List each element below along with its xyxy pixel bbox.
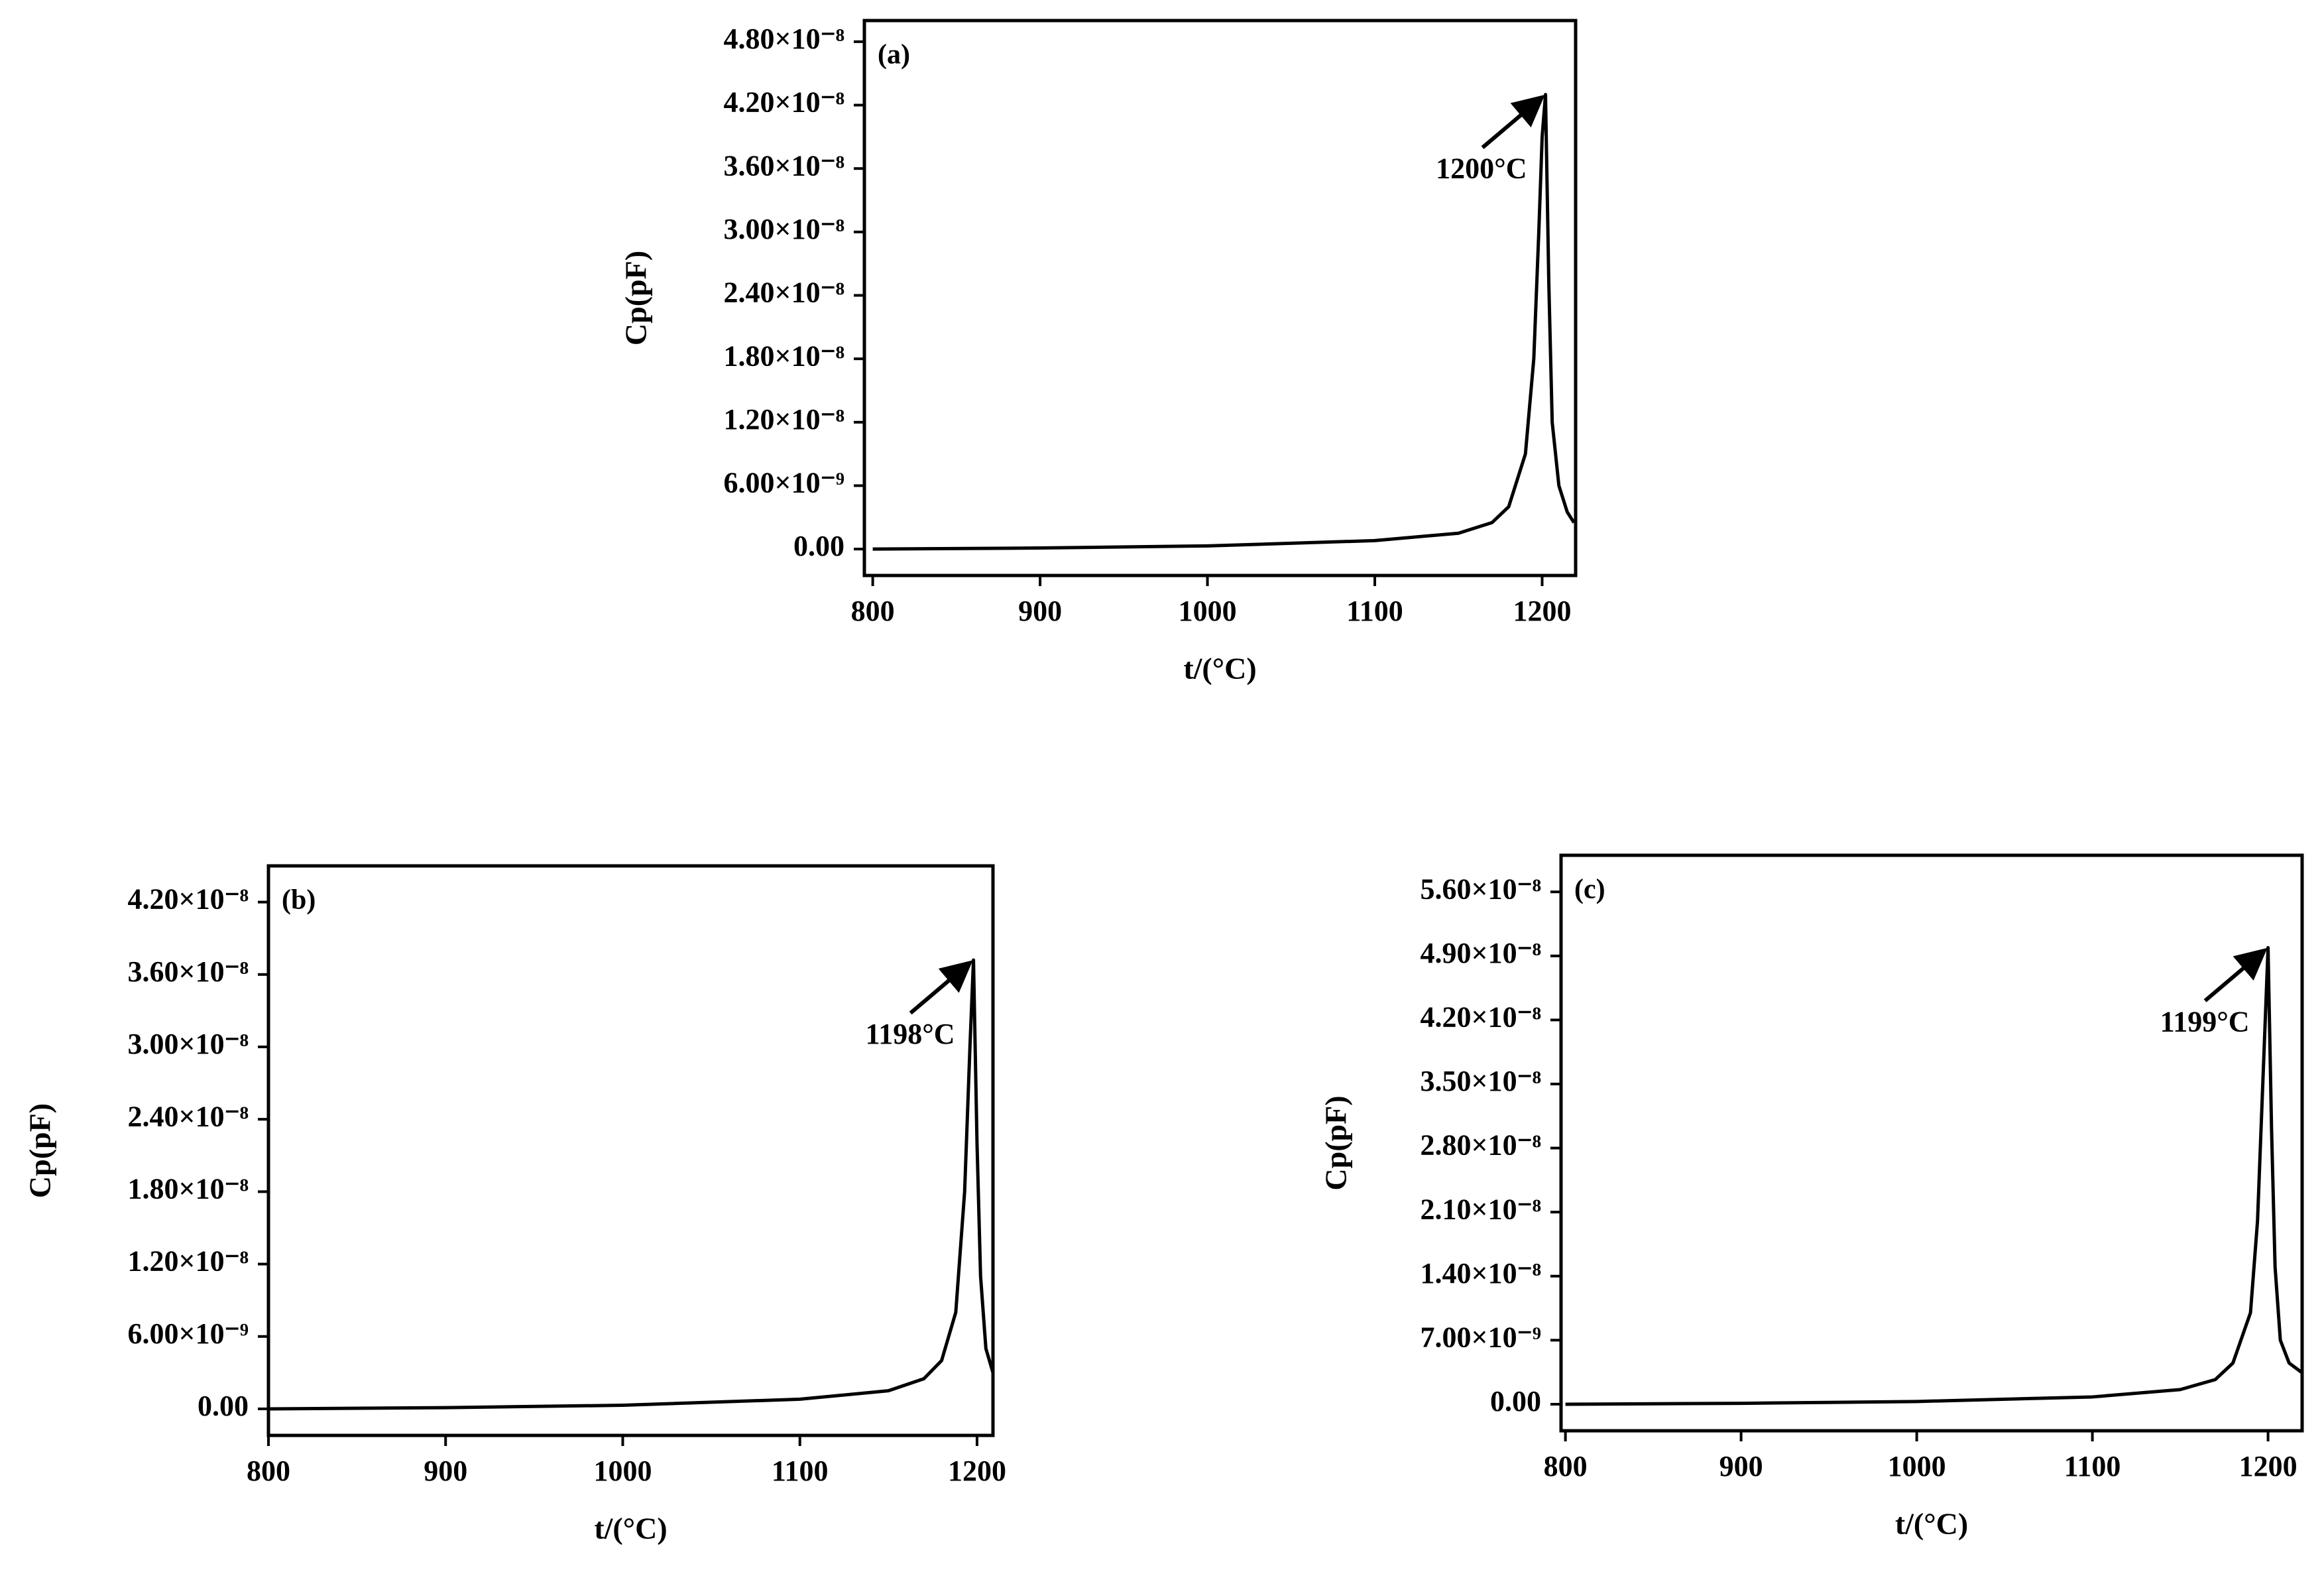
plot-frame [1559, 853, 2304, 1433]
annotation: 1199°C [2160, 1005, 2250, 1038]
y-tick-label: 1.80×10⁻⁸ [724, 339, 845, 372]
x-tick-label: 800 [1544, 1450, 1588, 1482]
y-tick-label: 1.20×10⁻⁸ [128, 1245, 249, 1278]
y-tick-label: 2.40×10⁻⁸ [724, 276, 845, 309]
y-tick-label: 3.60×10⁻⁸ [724, 149, 845, 182]
y-tick-label: 3.60×10⁻⁸ [128, 955, 249, 988]
panel-label: (b) [282, 885, 316, 916]
y-tick-label: 6.00×10⁻⁹ [128, 1317, 249, 1350]
annotation: 1198°C [866, 1018, 955, 1050]
x-tick-label: 1100 [1346, 595, 1403, 627]
x-tick-label: 900 [424, 1455, 467, 1487]
x-tick-label: 1100 [772, 1455, 829, 1487]
data-line [872, 93, 1576, 551]
plot-frame [862, 19, 1578, 577]
y-tick-label: 3.50×10⁻⁸ [1421, 1065, 1542, 1097]
panel-label: (a) [878, 40, 910, 70]
y-tick-label: 4.80×10⁻⁸ [724, 23, 845, 55]
annotation: 1200°C [1436, 152, 1527, 185]
annotation-arrow [1481, 94, 1545, 149]
x-tick-label: 900 [1719, 1450, 1763, 1482]
y-tick-label: 0.00 [1490, 1385, 1541, 1418]
x-tick-label: 1000 [1179, 595, 1237, 627]
y-tick-label: 4.20×10⁻⁸ [128, 883, 249, 916]
x-tick-label: 900 [1018, 595, 1062, 627]
y-tick-label: 6.00×10⁻⁹ [724, 467, 845, 499]
y-tick-label: 3.00×10⁻⁸ [128, 1028, 249, 1060]
y-tick-label: 1.80×10⁻⁸ [128, 1172, 249, 1205]
x-tick-label: 1200 [948, 1455, 1006, 1487]
x-tick-label: 1000 [593, 1455, 652, 1487]
y-tick-label: 3.00×10⁻⁸ [724, 213, 845, 245]
x-axis-title: t/(°C) [594, 1512, 667, 1545]
x-tick-label: 800 [247, 1455, 290, 1487]
data-line [1565, 945, 2303, 1406]
y-tick-label: 7.00×10⁻⁹ [1421, 1321, 1542, 1353]
y-tick-label: 0.00 [198, 1390, 249, 1422]
annotation-arrow [909, 960, 973, 1015]
y-tick-label: 1.20×10⁻⁸ [724, 403, 845, 436]
y-tick-label: 4.20×10⁻⁸ [1421, 1000, 1542, 1033]
y-axis-title: Cp(pF) [619, 251, 653, 345]
x-tick-label: 1200 [1513, 595, 1572, 627]
x-tick-label: 1200 [2239, 1450, 2297, 1482]
x-axis-title: t/(°C) [1895, 1507, 1968, 1541]
annotation-arrow [2203, 947, 2268, 1002]
y-tick-label: 2.80×10⁻⁸ [1421, 1129, 1542, 1162]
x-tick-label: 1100 [2064, 1450, 2121, 1482]
y-tick-label: 2.10×10⁻⁸ [1421, 1193, 1542, 1225]
y-tick-label: 4.20×10⁻⁸ [724, 86, 845, 119]
y-tick-label: 5.60×10⁻⁸ [1421, 873, 1542, 905]
y-tick-label: 4.90×10⁻⁸ [1421, 937, 1542, 969]
y-axis-title: Cp(pF) [23, 1103, 57, 1198]
y-tick-label: 0.00 [793, 530, 844, 562]
x-tick-label: 1000 [1888, 1450, 1946, 1482]
x-tick-label: 800 [851, 595, 895, 627]
plot-frame [266, 864, 995, 1437]
y-tick-label: 2.40×10⁻⁸ [128, 1100, 249, 1132]
data-line [268, 958, 995, 1411]
x-axis-title: t/(°C) [1183, 652, 1256, 686]
y-tick-label: 1.40×10⁻⁸ [1421, 1257, 1542, 1290]
panel-label: (c) [1574, 875, 1605, 905]
y-axis-title: Cp(pF) [1319, 1095, 1353, 1190]
